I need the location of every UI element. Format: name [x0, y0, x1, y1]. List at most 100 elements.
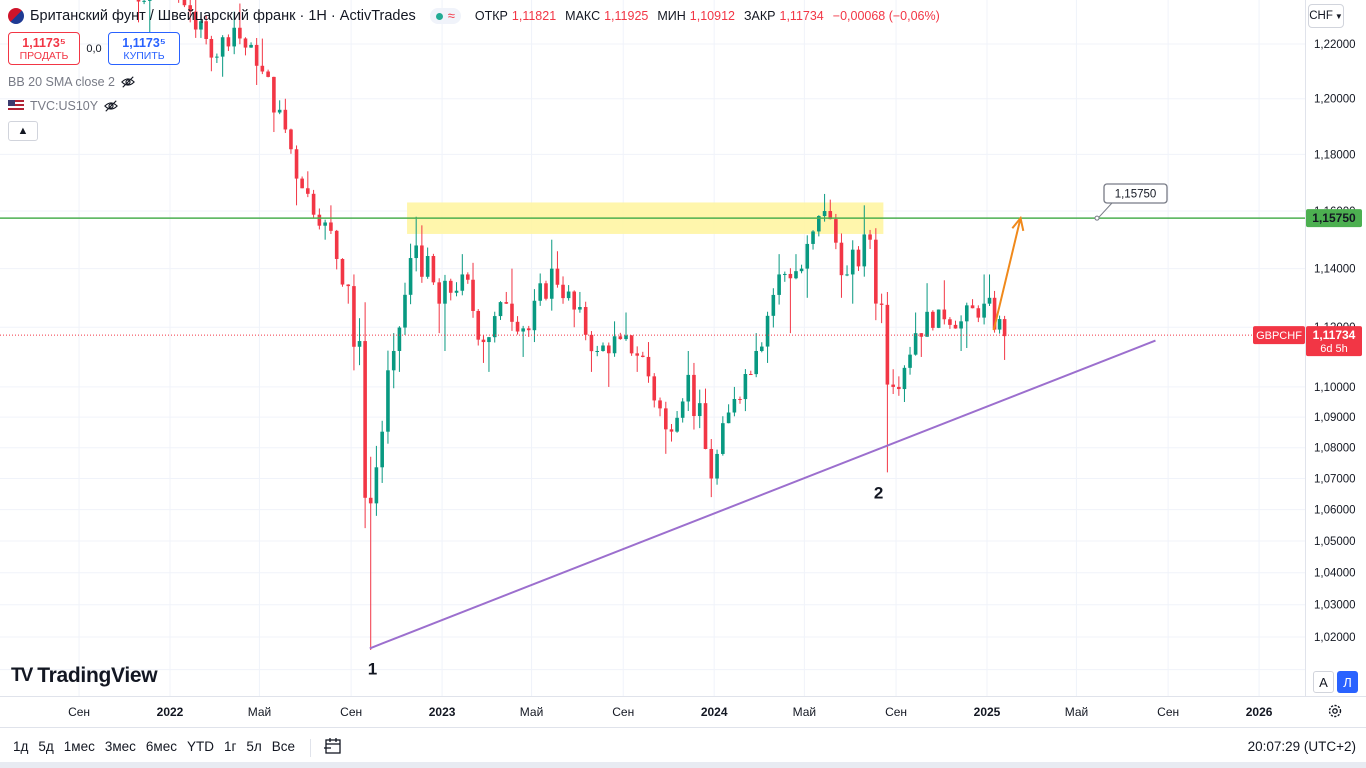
candle-up	[817, 216, 821, 232]
price-tick-label: 1,05000	[1314, 536, 1356, 548]
candle-down	[618, 336, 623, 340]
candle-down	[953, 324, 958, 329]
eye-hidden-icon[interactable]	[104, 99, 119, 113]
candle-down	[1002, 319, 1007, 337]
candle-down	[652, 376, 657, 401]
range-6m[interactable]: 6мес	[145, 739, 177, 754]
log-scale-button[interactable]: Л	[1337, 671, 1358, 693]
buy-label: КУПИТЬ	[123, 49, 165, 62]
candle-down	[226, 37, 231, 47]
candle-down	[476, 310, 481, 340]
chevron-up-icon: ▲	[17, 125, 29, 137]
candle-up	[759, 346, 764, 351]
ohlc-low-value: 1,10912	[689, 9, 735, 23]
range-1m[interactable]: 1мес	[63, 739, 95, 754]
candle-up	[987, 297, 992, 304]
candle-up	[777, 274, 781, 295]
candle-down	[300, 178, 304, 189]
price-axis[interactable]: 1,220001,200001,180001,160001,140001,120…	[1305, 0, 1366, 696]
range-3m[interactable]: 3мес	[104, 739, 136, 754]
candle-down	[515, 321, 520, 332]
candle-down	[352, 286, 356, 347]
price-tick-label: 1,18000	[1314, 149, 1356, 161]
candle-up	[997, 319, 1002, 330]
candle-up	[425, 256, 430, 277]
time-tick-label: 2023	[429, 705, 456, 719]
candle-up	[454, 290, 459, 293]
candle-up	[199, 21, 203, 30]
candle-down	[748, 374, 753, 376]
currency-select[interactable]: CHF ▼	[1308, 4, 1344, 28]
collapse-legend-button[interactable]: ▲	[8, 121, 38, 141]
candle-down	[544, 283, 548, 299]
calendar-range-icon[interactable]	[323, 736, 343, 756]
point-label: 1	[368, 659, 377, 678]
price-tick-label: 1,09000	[1314, 412, 1356, 424]
candle-down	[948, 319, 952, 325]
candle-down	[289, 129, 293, 150]
symbol-title[interactable]: Британский фунт / Швейцарский франк · 1Н…	[30, 8, 416, 24]
time-tick-label: Сен	[340, 705, 362, 719]
candle-up	[982, 303, 986, 318]
sell-price: 1,1173⁵	[22, 35, 66, 50]
market-open-icon	[435, 12, 443, 20]
candle-up	[492, 316, 497, 338]
symbol-tag-text: GBPCHF	[1256, 330, 1302, 342]
spread-value: 0,0	[86, 42, 102, 55]
price-label-box	[1103, 183, 1168, 204]
indicator-bb-label: BB 20 SMA close 2	[8, 75, 116, 89]
range-all[interactable]: Все	[271, 739, 296, 754]
candle-up	[391, 350, 396, 371]
candle-up	[624, 335, 628, 340]
candle-down	[526, 328, 531, 331]
candle-down	[188, 5, 193, 12]
indicator-bb[interactable]: BB 20 SMA close 2	[8, 73, 135, 91]
resistance-price-text: 1,15750	[1312, 211, 1356, 225]
buy-button[interactable]: 1,1173⁵ КУПИТЬ	[108, 32, 180, 65]
candle-up	[925, 311, 929, 337]
candle-up	[686, 374, 691, 402]
candle-up	[595, 350, 600, 352]
candle-up	[959, 321, 963, 329]
candle-down	[856, 249, 861, 267]
candle-down	[204, 21, 208, 39]
time-tick-label: 2025	[974, 705, 1001, 719]
candle-down	[606, 345, 611, 354]
range-1d[interactable]: 1д	[13, 739, 29, 754]
candle-down	[970, 305, 975, 309]
clock-timezone[interactable]: 20:07:29 (UTC+2)	[1247, 739, 1356, 754]
candle-down	[260, 65, 265, 72]
candle-down	[709, 448, 714, 479]
auto-scale-button[interactable]: A	[1313, 671, 1334, 693]
sell-button[interactable]: 1,1173⁵ ПРОДАТЬ	[8, 32, 80, 65]
gbp-chf-flag-icon	[8, 8, 24, 24]
market-status[interactable]: ≈	[429, 8, 461, 24]
candle-up	[443, 280, 447, 304]
candle-down	[317, 214, 322, 226]
candle-up	[249, 44, 253, 48]
time-axis[interactable]: Сен 2022 Май Сен 2023 Май Сен 2024 Май Сен 2025 Май…	[0, 696, 1366, 726]
candle-up	[754, 350, 758, 375]
candle-up	[721, 423, 725, 454]
candle-down	[283, 109, 288, 130]
price-tick-label: 1,04000	[1314, 568, 1356, 580]
tradingview-logo[interactable]: TV TradingView	[11, 664, 158, 688]
gear-icon[interactable]	[1327, 703, 1343, 719]
range-5d[interactable]: 5д	[38, 739, 54, 754]
candle-down	[334, 230, 339, 259]
candle-down	[692, 374, 696, 417]
candle-down	[703, 403, 708, 449]
candle-down	[891, 384, 895, 387]
range-ytd[interactable]: YTD	[186, 739, 214, 754]
indicator-us10y[interactable]: TVC:US10Y	[8, 97, 119, 115]
range-1y[interactable]: 1г	[223, 739, 237, 754]
candle-up	[732, 398, 737, 413]
ohlc-open-value: 1,11821	[511, 9, 557, 23]
price-chart[interactable]: 1,15750 1 2 GBPCHF	[0, 0, 1305, 696]
currency-label: CHF	[1309, 10, 1333, 22]
candle-up	[794, 271, 798, 279]
forecast-arrow-head	[1011, 215, 1025, 232]
chart-plot-area[interactable]: 1,15750 1 2 GBPCHF	[0, 0, 1305, 696]
eye-hidden-icon[interactable]	[121, 75, 135, 89]
range-5y[interactable]: 5л	[246, 739, 262, 754]
